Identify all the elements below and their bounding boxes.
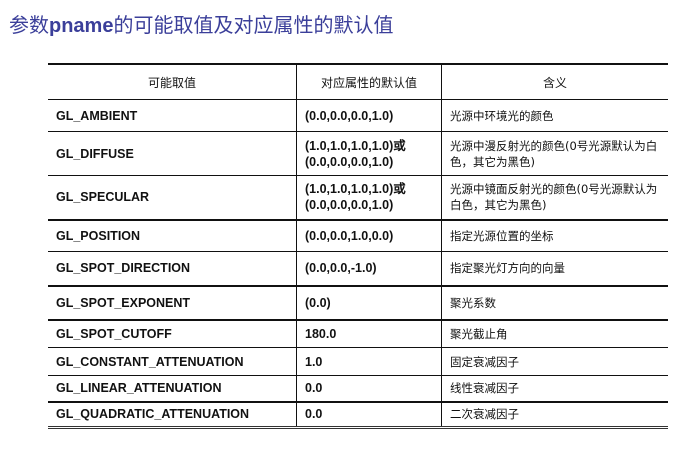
cell-default: 0.0 [296,375,442,403]
cell-meaning: 线性衰减因子 [441,375,668,403]
page-title: 参数pname的可能取值及对应属性的默认值 [9,9,393,38]
cell-meaning: 光源中环境光的颜色 [441,99,668,132]
title-suffix: 的可能取值及对应属性的默认值 [113,13,394,37]
cell-meaning: 固定衰减因子 [441,347,668,376]
table-row: GL_DIFFUSE (1.0,1.0,1.0,1.0)或(0.0,0.0,0.0… [48,131,668,176]
cell-default: (0.0) [296,285,442,321]
cell-default: 1.0 [296,347,442,376]
header-meaning: 含义 [441,64,668,100]
cell-name: GL_SPECULAR [48,175,297,221]
cell-meaning: 聚光截止角 [441,319,668,348]
cell-meaning: 指定聚光灯方向的向量 [441,251,668,287]
cell-meaning: 指定光源位置的坐标 [441,219,668,252]
cell-default: 0.0 [296,401,442,428]
cell-name: GL_QUADRATIC_ATTENUATION [56,407,250,422]
cell-name: GL_CONSTANT_ATTENUATION [48,347,297,376]
table-row: GL_SPECULAR (1.0,1.0,1.0,1.0)或(0.0,0.0,0.… [48,175,668,221]
table-header-row: 可能取值 对应属性的默认值 含义 [48,64,668,100]
cell-name: GL_SPOT_CUTOFF [48,319,297,348]
header-possible-values: 可能取值 [48,64,297,100]
cell-meaning: 光源中镜面反射光的颜色(0号光源默认为白色，其它为黑色) [441,175,668,221]
cell-name: GL_LINEAR_ATTENUATION [48,375,297,403]
table-row: GL_POSITION (0.0,0.0,1.0,0.0) 指定光源位置的坐标 [48,219,668,252]
table-row: GL_AMBIENT (0.0,0.0,0.0,1.0) 光源中环境光的颜色 [48,99,668,132]
table-row: GL_SPOT_EXPONENT (0.0) 聚光系数 [48,285,668,321]
cell-default: (1.0,1.0,1.0,1.0)或(0.0,0.0,0.0,1.0) [296,175,442,221]
cell-meaning: 聚光系数 [441,285,668,321]
table-row: GL_SPOT_DIRECTION (0.0,0.0,-1.0) 指定聚光灯方向的向… [48,251,668,287]
title-keyword: pname [49,15,114,37]
cell-default: 180.0 [296,319,442,348]
pname-table: 可能取值 对应属性的默认值 含义 GL_AMBIENT (0.0,0.0,0.0,… [48,63,668,429]
cell-default: (0.0,0.0,0.0,1.0) [296,99,442,132]
cell-name: GL_POSITION [48,219,297,252]
header-default-value: 对应属性的默认值 [296,64,442,100]
cell-name: GL_AMBIENT [48,99,297,132]
cell-default: (1.0,1.0,1.0,1.0)或(0.0,0.0,0.0,1.0) [296,131,442,176]
table-row: GL_CONSTANT_ATTENUATION 1.0 固定衰减因子 [48,347,668,376]
cell-default: (0.0,0.0,-1.0) [296,251,442,287]
cell-name: GL_SPOT_EXPONENT [48,285,297,321]
cell-meaning: 光源中漫反射光的颜色(0号光源默认为白色，其它为黑色) [441,131,668,176]
table-row: GL_SPOT_CUTOFF 180.0 聚光截止角 [48,319,668,348]
cell-name: GL_SPOT_DIRECTION [48,251,297,287]
cell-meaning: 二次衰减因子 [441,401,668,428]
table-row: GL_QUADRATIC_ATTENUATION 0.0 二次衰减因子 [48,401,668,428]
table-row: GL_LINEAR_ATTENUATION 0.0 线性衰减因子 [48,375,668,403]
cell-default: (0.0,0.0,1.0,0.0) [296,219,442,252]
cell-name: GL_DIFFUSE [48,131,297,176]
title-prefix: 参数 [9,13,49,37]
